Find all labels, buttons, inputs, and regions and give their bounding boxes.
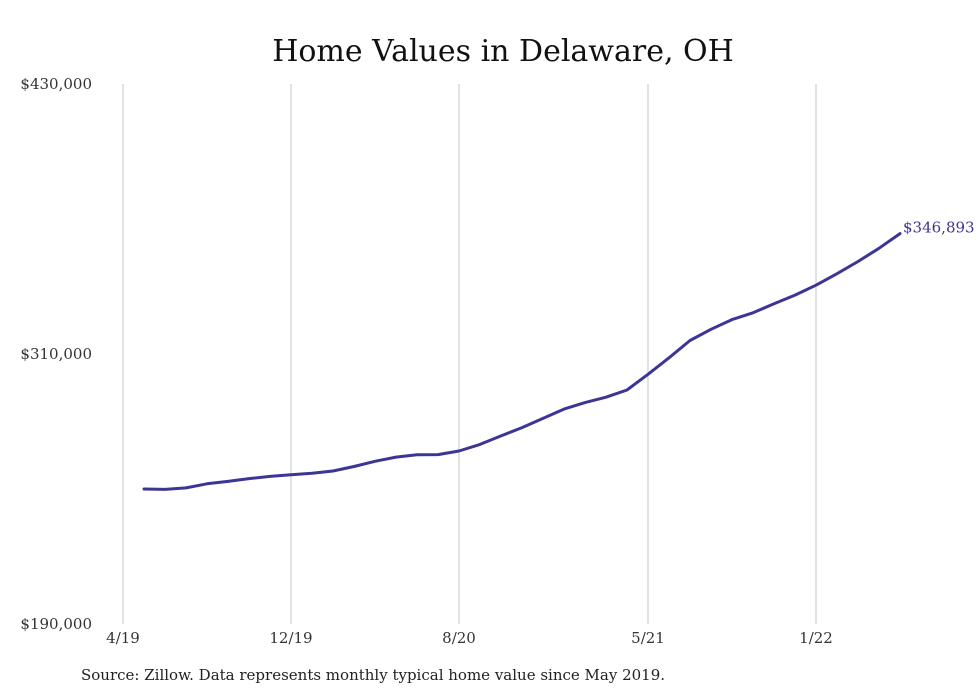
x-tick-label: 4/19 bbox=[106, 629, 140, 647]
chart-title: Home Values in Delaware, OH bbox=[272, 34, 734, 69]
y-tick-label: $190,000 bbox=[20, 615, 92, 633]
y-axis-ticks: $430,000 $310,000 $190,000 bbox=[20, 75, 92, 633]
y-tick-label: $310,000 bbox=[20, 345, 92, 363]
end-value-label: $346,893 bbox=[903, 219, 975, 237]
x-axis-ticks: 4/19 12/19 8/20 5/21 1/22 bbox=[106, 629, 833, 647]
x-tick-label: 8/20 bbox=[442, 629, 476, 647]
x-tick-label: 5/21 bbox=[631, 629, 665, 647]
grid-lines bbox=[122, 84, 817, 624]
y-tick-label: $430,000 bbox=[20, 75, 92, 93]
source-note: Source: Zillow. Data represents monthly … bbox=[81, 666, 666, 684]
line-chart: Home Values in Delaware, OH $430,000 $310… bbox=[20, 34, 975, 647]
home-value-series-line bbox=[142, 232, 902, 491]
x-tick-label: 1/22 bbox=[799, 629, 833, 647]
x-tick-label: 12/19 bbox=[269, 629, 312, 647]
